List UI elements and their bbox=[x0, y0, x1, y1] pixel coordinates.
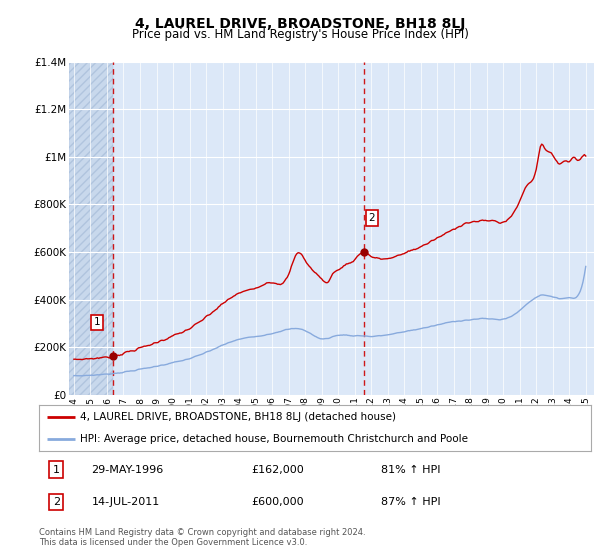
Text: Contains HM Land Registry data © Crown copyright and database right 2024.
This d: Contains HM Land Registry data © Crown c… bbox=[39, 528, 365, 547]
Text: 81% ↑ HPI: 81% ↑ HPI bbox=[381, 465, 441, 475]
Text: Price paid vs. HM Land Registry's House Price Index (HPI): Price paid vs. HM Land Registry's House … bbox=[131, 28, 469, 41]
Text: 1: 1 bbox=[94, 318, 100, 327]
Text: 4, LAUREL DRIVE, BROADSTONE, BH18 8LJ (detached house): 4, LAUREL DRIVE, BROADSTONE, BH18 8LJ (d… bbox=[80, 412, 397, 422]
Text: 1: 1 bbox=[53, 465, 60, 475]
Bar bbox=[69, 62, 113, 395]
Text: £162,000: £162,000 bbox=[251, 465, 304, 475]
Text: 4, LAUREL DRIVE, BROADSTONE, BH18 8LJ: 4, LAUREL DRIVE, BROADSTONE, BH18 8LJ bbox=[135, 17, 465, 31]
Text: £600,000: £600,000 bbox=[251, 497, 304, 507]
Text: 29-MAY-1996: 29-MAY-1996 bbox=[91, 465, 164, 475]
Text: 2: 2 bbox=[368, 213, 375, 223]
Text: HPI: Average price, detached house, Bournemouth Christchurch and Poole: HPI: Average price, detached house, Bour… bbox=[80, 435, 469, 444]
Text: 14-JUL-2011: 14-JUL-2011 bbox=[91, 497, 160, 507]
Text: 2: 2 bbox=[53, 497, 60, 507]
Text: 87% ↑ HPI: 87% ↑ HPI bbox=[381, 497, 441, 507]
